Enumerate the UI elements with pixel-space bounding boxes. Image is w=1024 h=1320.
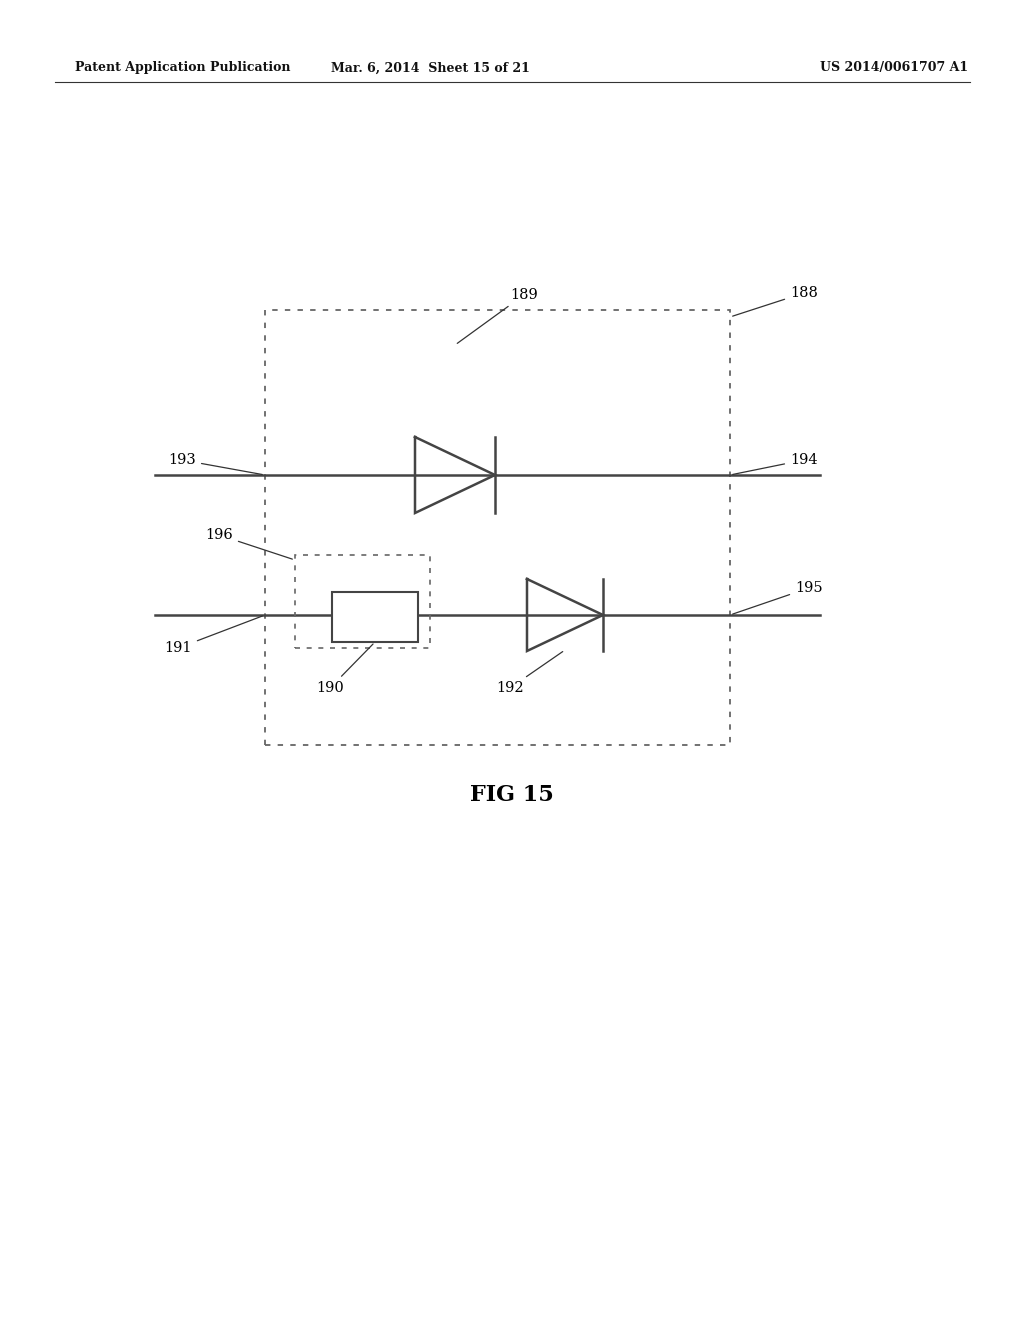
Text: 192: 192 [497,652,563,696]
Bar [295,554,430,648]
Text: US 2014/0061707 A1: US 2014/0061707 A1 [820,62,968,74]
Text: Patent Application Publication: Patent Application Publication [75,62,291,74]
Text: 195: 195 [732,581,822,614]
Text: 189: 189 [458,288,538,343]
Text: 188: 188 [732,286,818,317]
Bar [265,310,730,744]
Text: 196: 196 [205,528,293,560]
Bar [332,591,418,642]
Text: 194: 194 [733,453,817,474]
Text: 191: 191 [165,616,262,655]
Text: 190: 190 [316,644,373,696]
Text: Mar. 6, 2014  Sheet 15 of 21: Mar. 6, 2014 Sheet 15 of 21 [331,62,529,74]
Text: 193: 193 [168,453,262,474]
Text: FIG 15: FIG 15 [470,784,554,807]
